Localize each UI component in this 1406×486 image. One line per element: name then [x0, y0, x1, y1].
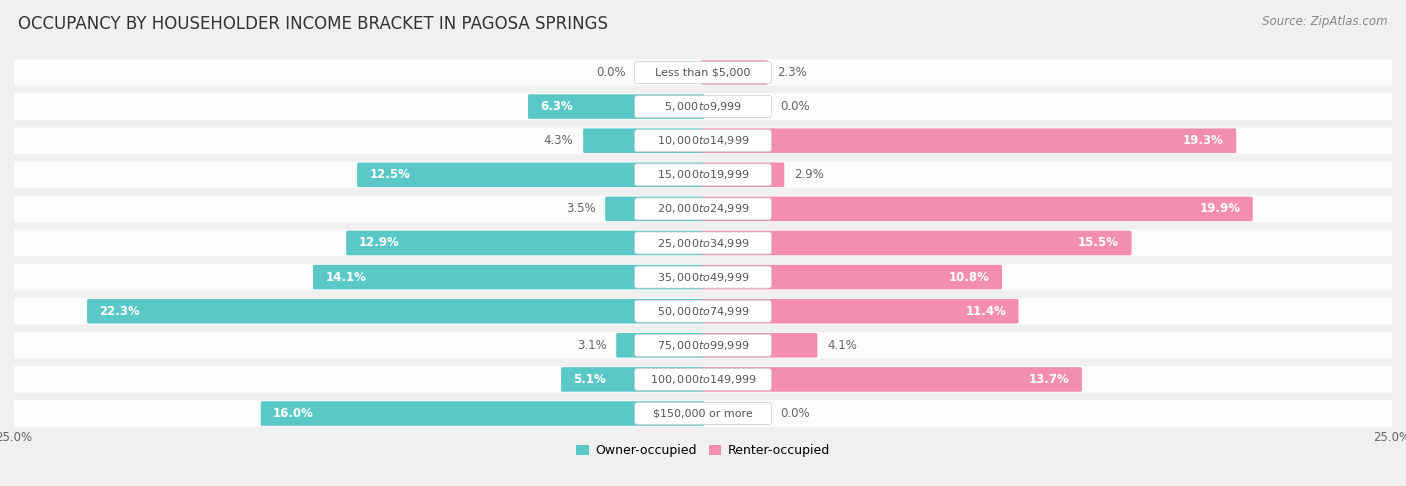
FancyBboxPatch shape [702, 333, 817, 358]
FancyBboxPatch shape [14, 93, 1392, 120]
FancyBboxPatch shape [634, 130, 772, 152]
Text: 10.8%: 10.8% [949, 271, 990, 284]
FancyBboxPatch shape [561, 367, 704, 392]
FancyBboxPatch shape [14, 366, 1392, 393]
Text: 22.3%: 22.3% [100, 305, 141, 318]
Text: 5.1%: 5.1% [574, 373, 606, 386]
Text: $15,000 to $19,999: $15,000 to $19,999 [657, 168, 749, 181]
FancyBboxPatch shape [346, 231, 704, 255]
Text: $25,000 to $34,999: $25,000 to $34,999 [657, 237, 749, 249]
FancyBboxPatch shape [260, 401, 704, 426]
FancyBboxPatch shape [702, 231, 1132, 255]
Text: 6.3%: 6.3% [540, 100, 574, 113]
FancyBboxPatch shape [702, 367, 1083, 392]
Text: $5,000 to $9,999: $5,000 to $9,999 [664, 100, 742, 113]
FancyBboxPatch shape [702, 60, 768, 85]
Text: $20,000 to $24,999: $20,000 to $24,999 [657, 202, 749, 215]
FancyBboxPatch shape [583, 128, 704, 153]
FancyBboxPatch shape [529, 94, 704, 119]
Legend: Owner-occupied, Renter-occupied: Owner-occupied, Renter-occupied [571, 439, 835, 462]
FancyBboxPatch shape [14, 59, 1392, 86]
FancyBboxPatch shape [634, 198, 772, 220]
FancyBboxPatch shape [702, 128, 1236, 153]
FancyBboxPatch shape [14, 161, 1392, 188]
FancyBboxPatch shape [14, 298, 1392, 325]
FancyBboxPatch shape [14, 230, 1392, 256]
Text: 2.9%: 2.9% [794, 168, 824, 181]
Text: 3.5%: 3.5% [565, 202, 596, 215]
Text: 2.3%: 2.3% [778, 66, 807, 79]
FancyBboxPatch shape [634, 96, 772, 118]
FancyBboxPatch shape [14, 195, 1392, 222]
Text: 25.0%: 25.0% [0, 431, 32, 444]
Text: $75,000 to $99,999: $75,000 to $99,999 [657, 339, 749, 352]
FancyBboxPatch shape [616, 333, 704, 358]
Text: $50,000 to $74,999: $50,000 to $74,999 [657, 305, 749, 318]
FancyBboxPatch shape [634, 334, 772, 356]
Text: 19.3%: 19.3% [1182, 134, 1223, 147]
FancyBboxPatch shape [14, 400, 1392, 427]
Text: 11.4%: 11.4% [966, 305, 1007, 318]
FancyBboxPatch shape [634, 300, 772, 322]
Text: 13.7%: 13.7% [1029, 373, 1070, 386]
Text: 0.0%: 0.0% [596, 66, 626, 79]
FancyBboxPatch shape [357, 162, 704, 187]
Text: 12.5%: 12.5% [370, 168, 411, 181]
FancyBboxPatch shape [14, 264, 1392, 291]
Text: 3.1%: 3.1% [576, 339, 606, 352]
Text: $35,000 to $49,999: $35,000 to $49,999 [657, 271, 749, 284]
Text: OCCUPANCY BY HOUSEHOLDER INCOME BRACKET IN PAGOSA SPRINGS: OCCUPANCY BY HOUSEHOLDER INCOME BRACKET … [18, 15, 609, 33]
FancyBboxPatch shape [634, 62, 772, 84]
FancyBboxPatch shape [634, 266, 772, 288]
Text: $100,000 to $149,999: $100,000 to $149,999 [650, 373, 756, 386]
FancyBboxPatch shape [634, 368, 772, 390]
FancyBboxPatch shape [634, 164, 772, 186]
Text: Less than $5,000: Less than $5,000 [655, 68, 751, 77]
Text: 15.5%: 15.5% [1078, 237, 1119, 249]
FancyBboxPatch shape [314, 265, 704, 289]
FancyBboxPatch shape [605, 197, 704, 221]
FancyBboxPatch shape [87, 299, 704, 324]
Text: $150,000 or more: $150,000 or more [654, 409, 752, 418]
Text: 16.0%: 16.0% [273, 407, 314, 420]
FancyBboxPatch shape [14, 127, 1392, 154]
Text: 12.9%: 12.9% [359, 237, 399, 249]
FancyBboxPatch shape [702, 162, 785, 187]
Text: 0.0%: 0.0% [780, 407, 810, 420]
FancyBboxPatch shape [702, 197, 1253, 221]
FancyBboxPatch shape [634, 232, 772, 254]
Text: $10,000 to $14,999: $10,000 to $14,999 [657, 134, 749, 147]
Text: 14.1%: 14.1% [325, 271, 367, 284]
Text: 4.1%: 4.1% [827, 339, 856, 352]
Text: 19.9%: 19.9% [1199, 202, 1240, 215]
Text: 0.0%: 0.0% [780, 100, 810, 113]
FancyBboxPatch shape [634, 402, 772, 424]
Text: 4.3%: 4.3% [544, 134, 574, 147]
Text: Source: ZipAtlas.com: Source: ZipAtlas.com [1263, 15, 1388, 28]
Text: 25.0%: 25.0% [1374, 431, 1406, 444]
FancyBboxPatch shape [14, 332, 1392, 359]
FancyBboxPatch shape [702, 299, 1018, 324]
FancyBboxPatch shape [702, 265, 1002, 289]
